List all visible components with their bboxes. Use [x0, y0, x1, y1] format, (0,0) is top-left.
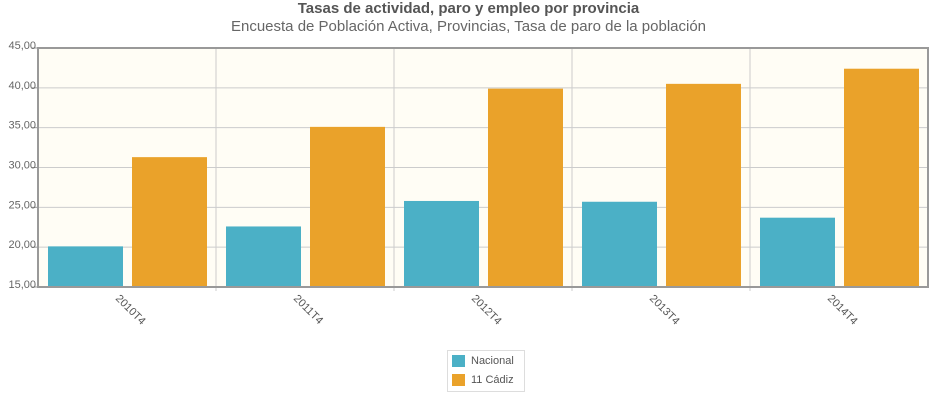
x-tick-label: 2014T4	[825, 293, 860, 328]
legend-item-cadiz[interactable]: 11 Cádiz	[448, 370, 524, 389]
bar-nacional	[760, 217, 835, 287]
legend-swatch	[452, 354, 465, 367]
bar-11-cádiz	[666, 83, 741, 287]
legend-item-nacional[interactable]: Nacional	[448, 351, 524, 370]
bar-11-cádiz	[488, 88, 563, 287]
y-tick-label: 20,00	[8, 239, 36, 251]
bar-11-cádiz	[844, 68, 919, 287]
x-tick-label: 2010T4	[113, 293, 148, 328]
bar-11-cádiz	[310, 126, 385, 288]
y-tick-label: 45,00	[8, 40, 36, 52]
legend: Nacional 11 Cádiz	[447, 350, 525, 392]
bar-11-cádiz	[132, 157, 207, 287]
bar-nacional	[404, 200, 479, 287]
bar-nacional	[582, 201, 657, 287]
legend-swatch	[452, 373, 465, 386]
y-tick-label: 25,00	[8, 199, 36, 211]
legend-label: Nacional	[471, 354, 514, 367]
legend-label: 11 Cádiz	[471, 373, 514, 386]
y-tick-label: 30,00	[8, 160, 36, 172]
x-tick-label: 2011T4	[291, 293, 325, 327]
x-tick-label: 2013T4	[647, 293, 682, 328]
bar-nacional	[226, 226, 301, 287]
chart-title: Tasas de actividad, paro y empleo por pr…	[297, 0, 640, 17]
y-tick-label: 40,00	[8, 80, 36, 92]
chart-subtitle: Encuesta de Población Activa, Provincias…	[230, 18, 707, 35]
bar-nacional	[48, 246, 123, 287]
x-tick-label: 2012T4	[469, 293, 504, 328]
y-tick-label: 15,00	[8, 279, 36, 291]
y-tick-label: 35,00	[8, 120, 36, 132]
plot-border	[37, 47, 929, 288]
